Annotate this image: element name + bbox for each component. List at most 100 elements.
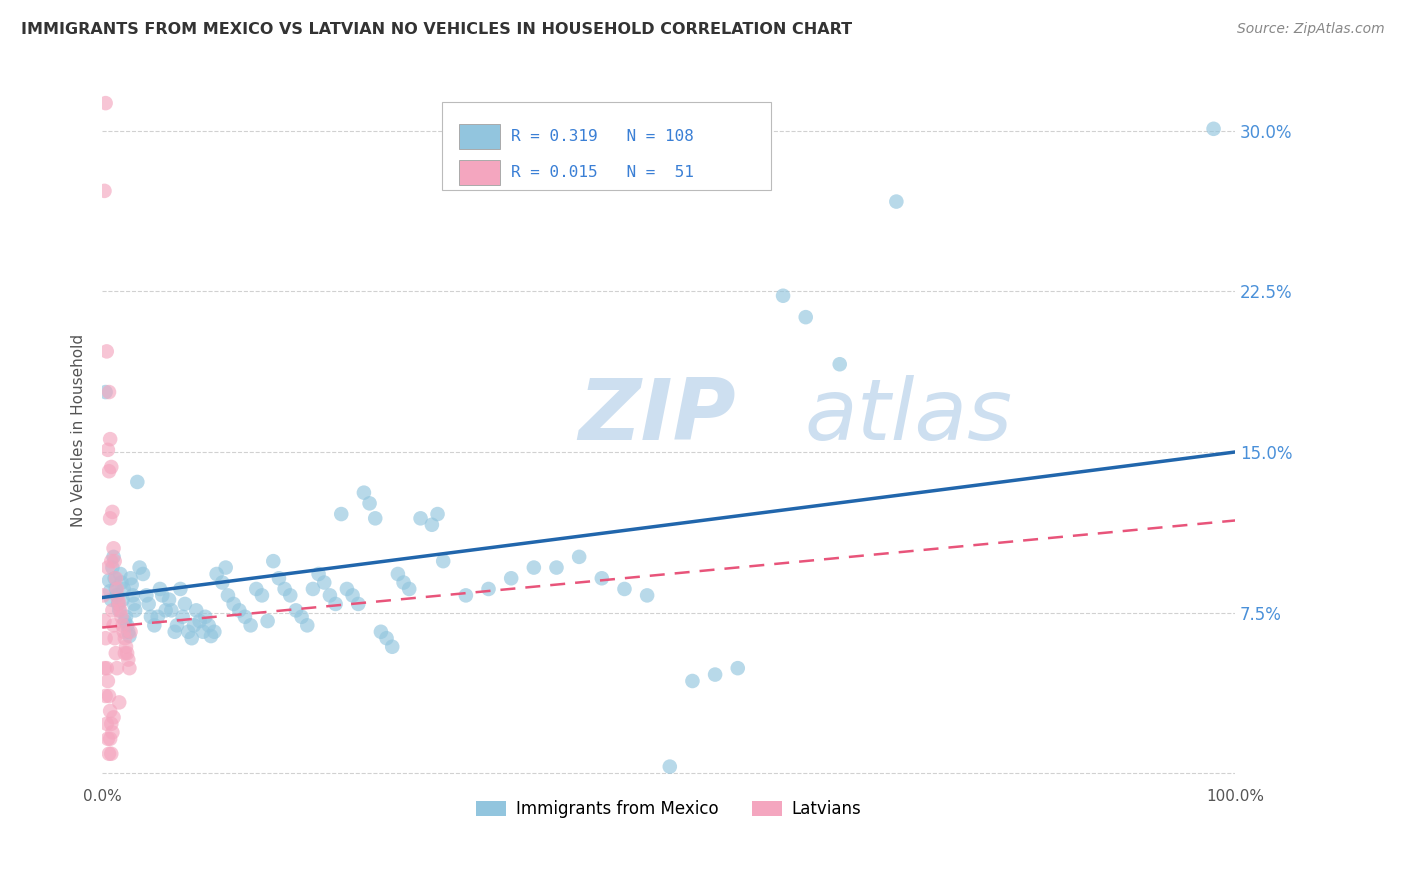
Point <box>186 603 208 617</box>
Point <box>387 566 409 581</box>
Point <box>110 609 132 624</box>
Point <box>105 661 128 675</box>
Point <box>124 603 146 617</box>
Point <box>222 597 245 611</box>
Point <box>98 511 121 525</box>
Point <box>150 588 173 602</box>
Point <box>115 646 138 660</box>
Point <box>772 289 794 303</box>
Point <box>139 609 162 624</box>
Point <box>93 184 115 198</box>
Point <box>163 624 186 639</box>
Point <box>501 571 523 585</box>
Point <box>308 566 330 581</box>
Point <box>94 385 117 400</box>
Point <box>138 597 160 611</box>
Text: Source: ZipAtlas.com: Source: ZipAtlas.com <box>1237 22 1385 37</box>
Y-axis label: No Vehicles in Household: No Vehicles in Household <box>72 334 86 527</box>
Text: atlas: atlas <box>804 375 1012 458</box>
Point <box>110 575 132 590</box>
Point <box>613 582 636 596</box>
Point <box>98 747 121 761</box>
Point <box>302 582 325 596</box>
Point <box>392 575 415 590</box>
Point <box>183 618 205 632</box>
Point <box>98 385 121 400</box>
Point <box>172 609 194 624</box>
Point <box>121 588 143 602</box>
Point <box>347 597 370 611</box>
Point <box>291 609 314 624</box>
Point <box>180 631 202 645</box>
Point <box>101 603 124 617</box>
Point <box>523 560 546 574</box>
Point <box>636 588 658 602</box>
Point <box>727 661 749 675</box>
Point <box>100 592 122 607</box>
Point <box>117 652 139 666</box>
Point <box>93 588 115 602</box>
FancyBboxPatch shape <box>460 160 501 185</box>
Point <box>94 96 117 111</box>
Point <box>96 344 118 359</box>
Point <box>330 507 353 521</box>
Point <box>101 560 124 574</box>
Point <box>94 689 117 703</box>
Point <box>177 624 200 639</box>
Point <box>120 571 142 585</box>
Point <box>197 618 219 632</box>
Point <box>273 582 295 596</box>
Point <box>256 614 278 628</box>
Point <box>146 609 169 624</box>
Point <box>98 574 121 588</box>
Point <box>454 588 477 602</box>
Point <box>111 592 134 607</box>
Point <box>103 710 125 724</box>
Point <box>107 592 129 607</box>
Point <box>98 584 121 599</box>
Point <box>96 716 118 731</box>
Point <box>409 511 432 525</box>
FancyBboxPatch shape <box>460 124 501 149</box>
Point <box>117 624 139 639</box>
Text: ZIP: ZIP <box>578 375 735 458</box>
Point <box>97 731 120 746</box>
Point <box>114 614 136 628</box>
Point <box>98 731 121 746</box>
Point <box>591 571 613 585</box>
Point <box>104 646 127 660</box>
Point <box>191 624 214 639</box>
Point <box>112 582 135 596</box>
Point <box>426 507 449 521</box>
Point <box>97 442 120 457</box>
Point <box>110 566 132 581</box>
Point <box>262 554 284 568</box>
Point <box>420 517 443 532</box>
Point <box>115 640 138 654</box>
Point <box>128 560 150 574</box>
Point <box>205 566 228 581</box>
Text: IMMIGRANTS FROM MEXICO VS LATVIAN NO VEHICLES IN HOUSEHOLD CORRELATION CHART: IMMIGRANTS FROM MEXICO VS LATVIAN NO VEH… <box>21 22 852 37</box>
Point <box>101 505 124 519</box>
Point <box>108 695 131 709</box>
Text: R = 0.319   N = 108: R = 0.319 N = 108 <box>512 129 695 144</box>
Point <box>211 575 233 590</box>
Point <box>114 631 136 645</box>
Point <box>149 582 172 596</box>
Point <box>704 667 727 681</box>
Point <box>174 597 197 611</box>
Point <box>104 554 127 568</box>
Point <box>166 618 188 632</box>
Point <box>115 609 138 624</box>
Point <box>98 704 121 718</box>
Point <box>103 618 125 632</box>
Point <box>886 194 908 209</box>
Point <box>432 554 454 568</box>
Point <box>228 603 250 617</box>
Point <box>157 592 180 607</box>
Point <box>94 631 117 645</box>
Point <box>120 624 142 639</box>
Point <box>98 689 121 703</box>
Point <box>105 582 128 596</box>
Point <box>132 566 155 581</box>
